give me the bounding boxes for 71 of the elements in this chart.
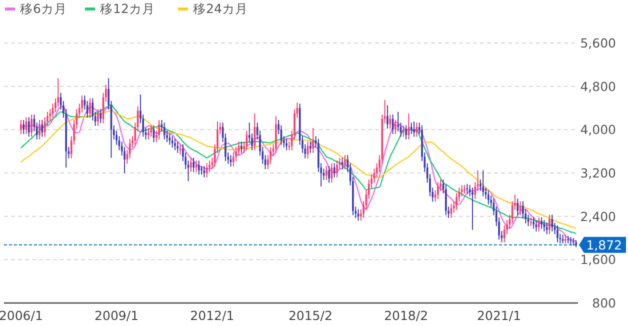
candlestick [538,216,540,232]
candlestick [150,124,152,138]
legend-label: 移6カ月 [20,1,67,16]
candlestick [333,162,336,178]
candlestick [341,157,344,170]
candlestick [357,208,360,222]
candlestick [158,119,160,140]
y-tick-label: 4,800 [580,78,616,94]
x-tick-label: 2012/1 [190,308,234,323]
candlestick [174,138,176,151]
candlestick [198,160,200,176]
candlestick [286,138,288,151]
candlestick [472,187,474,230]
candlestick [310,141,312,154]
candlestick [22,119,25,134]
candlestick [556,225,558,243]
candlestick [30,114,32,138]
candlestick [516,198,519,216]
candlestick [325,165,328,181]
x-tick-label: 2015/2 [288,308,332,323]
y-tick-label: 4,000 [580,122,616,138]
x-tick-label: 2009/1 [94,308,139,323]
x-tick-label: 2018/2 [384,308,428,323]
candlestick [540,216,542,230]
candlestick [546,222,548,235]
candlestick [344,154,346,170]
candlestick [466,183,468,194]
candlestick [20,119,22,134]
x-tick-label: 2006/1 [0,308,43,323]
x-tick-label: 2021/1 [477,308,522,323]
y-tick-label: 2,400 [580,208,616,224]
candlestick [100,108,102,124]
candlestick [312,128,314,154]
candlestick [179,144,182,156]
candlestick [413,121,415,138]
candlestick [405,124,408,140]
candlestick [394,119,396,134]
candlestick [163,122,166,140]
candlestick [206,162,208,178]
y-tick-label: 5,600 [580,36,616,50]
candlestick [551,214,554,232]
candlestick [437,182,439,200]
candlestick [482,170,484,197]
candlestick [328,165,330,184]
candlestick [41,119,44,138]
candlestick [38,119,40,140]
candlestick [147,128,150,140]
candlestick [171,136,174,148]
candlestick [176,141,179,154]
candlestick [168,132,171,146]
y-tick-label: 800 [592,296,616,310]
legend-label: 移24カ月 [193,1,248,16]
candlestick [532,216,534,230]
candlestick [487,190,490,205]
candlestick [192,157,195,172]
ref-line-label: 1,872 [586,237,622,252]
legend-label: 移12カ月 [100,1,155,16]
candlestick [254,112,256,151]
candlestick [240,141,242,154]
candlestick [28,116,30,138]
y-tick-label: 1,600 [580,252,616,268]
candlestick [89,98,91,118]
candlestick [402,124,404,138]
candlestick [386,104,388,130]
candlestick [97,108,99,126]
y-tick-label: 3,200 [580,166,616,180]
candlestick [190,157,192,172]
candlestick [410,122,412,134]
candlestick [389,114,392,130]
candlestick [548,214,550,235]
candlestick [336,160,338,178]
